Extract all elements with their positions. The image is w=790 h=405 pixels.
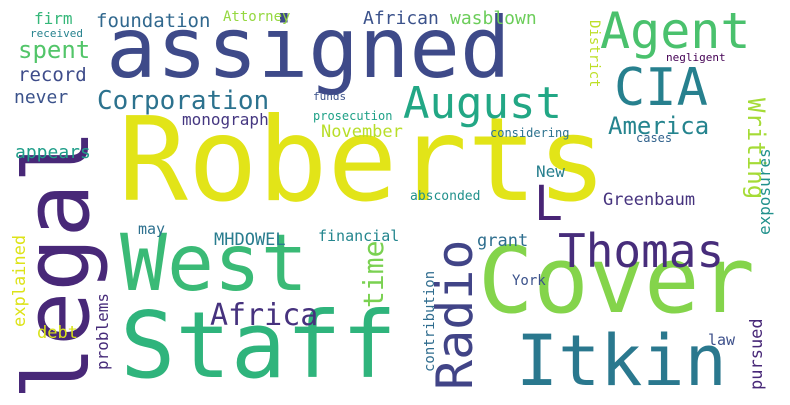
word-problems: problems xyxy=(93,292,112,370)
word-africa: Africa xyxy=(210,298,319,333)
word-mhdowel: MHDOWEL xyxy=(214,230,286,250)
word-spent: spent xyxy=(18,36,91,64)
word-cover: Cover xyxy=(478,227,755,334)
word-explained: explained xyxy=(10,234,30,327)
word-negligent: negligent xyxy=(666,51,726,64)
word-time: time xyxy=(357,240,390,308)
word-america: America xyxy=(608,112,710,140)
word-assigned: assigned xyxy=(106,0,511,97)
word-never: never xyxy=(14,87,69,108)
word-thomas: Thomas xyxy=(558,224,725,278)
word-grant: grant xyxy=(477,231,529,251)
word-november: November xyxy=(321,122,403,142)
word-considering: considering xyxy=(490,126,570,140)
word-appears: appears xyxy=(15,142,91,163)
word-york: York xyxy=(512,273,546,289)
word-new: New xyxy=(536,162,565,181)
word-absconded: absconded xyxy=(410,189,481,204)
word-contribution: contribution xyxy=(422,270,438,372)
word-financial: financial xyxy=(318,227,400,245)
word-debt: debt xyxy=(37,323,78,343)
word-funds: funds xyxy=(313,90,347,103)
word-may: may xyxy=(138,220,166,238)
word-agent: Agent xyxy=(600,2,751,60)
word-august: August xyxy=(403,78,562,129)
word-roberts: Roberts xyxy=(118,93,607,228)
word-wasblown: wasblown xyxy=(450,8,537,29)
word-monograph: monograph xyxy=(182,110,269,129)
word-law: law xyxy=(708,331,736,349)
word-west: West xyxy=(120,219,308,309)
word-cases: cases xyxy=(636,131,673,145)
word-district: District xyxy=(586,20,602,88)
word-cia: CIA xyxy=(614,58,708,118)
word-record: record xyxy=(18,64,87,86)
word-l: L xyxy=(534,176,563,232)
word-corporation: Corporation xyxy=(97,86,270,116)
word-prosecution: prosecution xyxy=(313,109,393,123)
word-received: received xyxy=(30,27,83,40)
word-staff: Staff xyxy=(120,292,397,399)
word-exposures: exposures xyxy=(755,148,774,235)
word-pursued: pursued xyxy=(747,318,767,390)
word-attorney: Attorney xyxy=(223,9,291,25)
word-greenbaum: Greenbaum xyxy=(603,190,696,210)
word-foundation: foundation xyxy=(96,10,211,32)
word-firm: firm xyxy=(34,9,73,28)
word-african: African xyxy=(363,8,439,29)
word-itkin: Itkin xyxy=(516,320,727,402)
